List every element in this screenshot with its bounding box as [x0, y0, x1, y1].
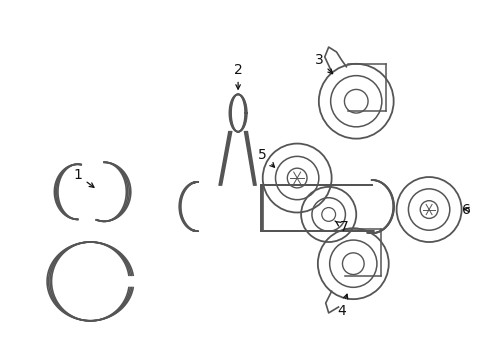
Text: 1: 1 — [73, 168, 94, 187]
Text: 6: 6 — [461, 203, 470, 216]
Text: 5: 5 — [258, 148, 274, 167]
Text: 4: 4 — [336, 294, 347, 318]
Text: 7: 7 — [334, 220, 348, 234]
Text: 3: 3 — [314, 53, 332, 74]
Text: 2: 2 — [233, 63, 242, 89]
